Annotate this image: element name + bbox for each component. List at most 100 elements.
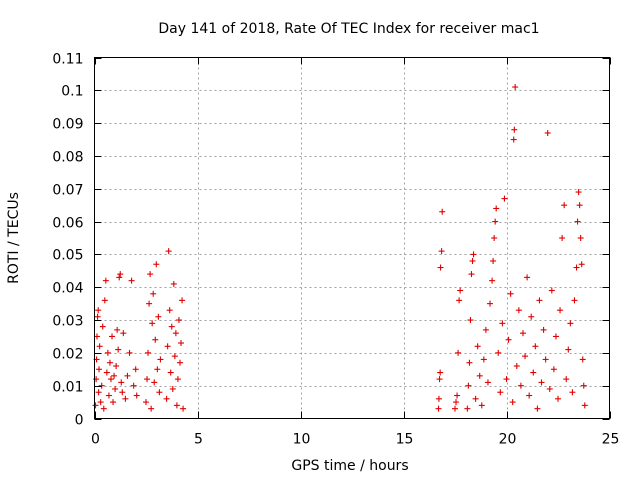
data-point [96, 366, 103, 373]
data-point [180, 405, 187, 412]
data-point [465, 382, 472, 389]
data-point [530, 369, 537, 376]
data-point [497, 389, 504, 396]
data-point [107, 376, 114, 383]
data-point [559, 235, 566, 241]
data-point [519, 330, 526, 337]
data-point [575, 189, 582, 196]
data-point [165, 248, 172, 255]
data-point [95, 307, 102, 314]
data-point [534, 405, 541, 412]
data-point [490, 257, 497, 264]
plot-frame [94, 57, 610, 419]
data-point [111, 372, 118, 379]
data-point [106, 359, 113, 366]
data-point [505, 336, 512, 343]
y-tick-label: 0.1 [61, 84, 83, 100]
x-tick-label: 20 [499, 432, 517, 448]
data-point [102, 277, 109, 284]
data-point [146, 300, 153, 307]
data-point [466, 359, 473, 366]
data-point [98, 382, 105, 389]
data-point [128, 277, 135, 284]
data-point [114, 326, 121, 333]
data-point [103, 369, 110, 376]
data-point [510, 136, 517, 143]
y-tick-label: 0.06 [52, 216, 83, 232]
data-point [548, 287, 555, 294]
data-point [565, 346, 572, 353]
data-point [538, 379, 545, 386]
data-point [536, 297, 543, 304]
data-point [569, 389, 576, 396]
data-point [455, 349, 462, 356]
data-point [148, 405, 155, 412]
data-point [472, 395, 479, 402]
data-point [532, 343, 539, 350]
data-point [581, 402, 588, 409]
chart-title: Day 141 of 2018, Rate Of TEC Index for r… [158, 21, 539, 37]
y-tick-label: 0.05 [52, 248, 83, 264]
data-point [178, 340, 185, 347]
data-point [555, 395, 561, 402]
data-point [167, 369, 174, 376]
data-point [457, 287, 464, 294]
data-point [147, 271, 154, 278]
data-point [439, 208, 446, 215]
data-point [480, 356, 487, 363]
data-point [437, 264, 444, 271]
data-point [492, 218, 499, 225]
data-point [542, 356, 549, 363]
data-point [174, 376, 181, 383]
data-point [163, 395, 170, 402]
y-tick-label: 0 [75, 413, 84, 429]
grid [94, 57, 610, 419]
data-point [437, 369, 444, 376]
data-point [109, 333, 116, 340]
data-point [105, 392, 112, 399]
data-point [511, 126, 518, 133]
x-tick-label: 10 [293, 432, 311, 448]
data-points [92, 84, 588, 412]
y-tick-label: 0.11 [52, 52, 83, 68]
data-point [503, 376, 510, 383]
data-point [526, 392, 533, 399]
data-point [573, 264, 580, 271]
x-tick-label: 25 [602, 432, 620, 448]
data-point [580, 382, 587, 389]
data-point [152, 336, 159, 343]
data-point [567, 320, 574, 327]
data-point [150, 290, 157, 297]
data-point [501, 195, 508, 202]
data-point [172, 330, 179, 337]
data-point [513, 362, 520, 369]
data-point [119, 389, 126, 396]
y-tick-label: 0.01 [52, 380, 83, 396]
data-point [115, 346, 122, 353]
data-point [509, 399, 516, 406]
data-point [563, 376, 570, 383]
data-point [540, 326, 547, 333]
data-point [100, 405, 107, 412]
data-point [435, 395, 442, 402]
data-point [113, 362, 120, 369]
data-point [153, 261, 160, 268]
data-point [97, 399, 104, 406]
data-point [118, 379, 125, 386]
data-point [95, 389, 102, 396]
data-point [132, 366, 139, 373]
data-point [166, 307, 173, 314]
data-point [99, 323, 106, 330]
data-point [544, 129, 551, 136]
data-point [154, 366, 161, 373]
y-tick-labels: 0 0.01 0.02 0.03 0.04 0.05 0.06 0.07 0.08 0.09 0.1… [52, 52, 83, 429]
data-point [92, 402, 99, 409]
y-tick-label: 0.03 [52, 314, 83, 330]
data-point [528, 313, 535, 320]
data-point [149, 320, 156, 327]
data-point [436, 376, 443, 383]
data-point [435, 405, 442, 412]
data-point [512, 84, 519, 91]
data-point [491, 235, 498, 241]
